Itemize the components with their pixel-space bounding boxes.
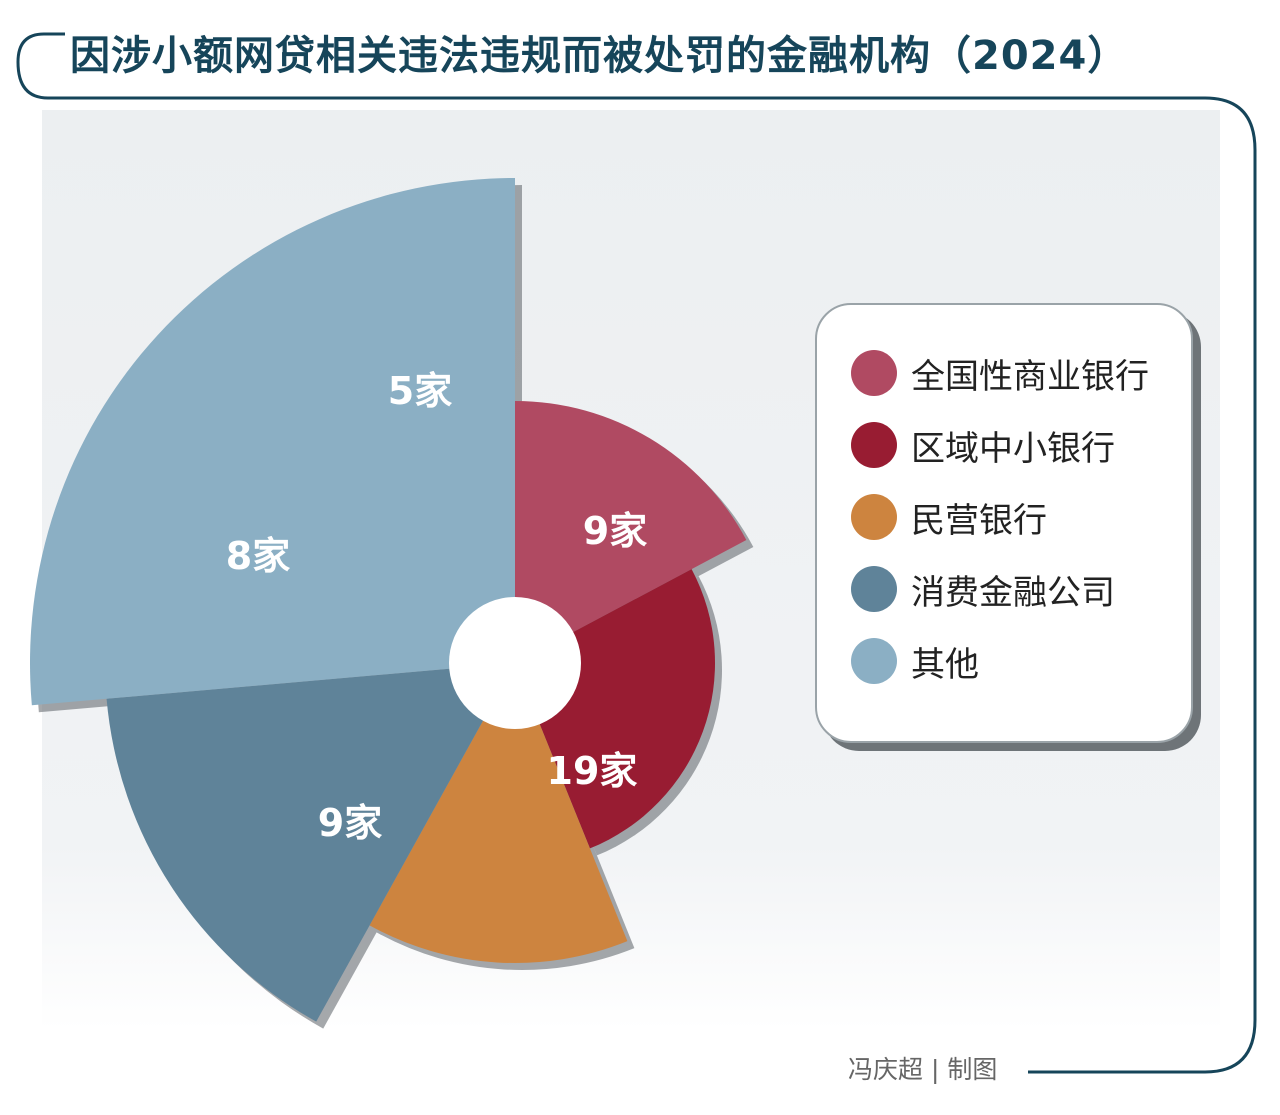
legend-item-regional-bank: 区域中小银行: [851, 417, 1115, 473]
chart-title: 因涉小额网贷相关违法违规而被处罚的金融机构（2024）: [70, 33, 1129, 79]
slice-consumer-finance: [106, 663, 515, 1022]
legend-swatch: [851, 350, 897, 396]
legend: 全国性商业银行 区域中小银行 民营银行 消费金融公司 其他: [815, 303, 1193, 743]
slice-national-bank: [515, 401, 747, 663]
slice-other: [29, 178, 515, 706]
legend-label: 区域中小银行: [911, 428, 1115, 469]
slice-other-label: 5家: [388, 369, 452, 413]
legend-item-other: 其他: [851, 633, 979, 689]
slice-private-bank-label: 9家: [318, 801, 382, 845]
legend-label: 其他: [911, 644, 979, 685]
legend-item-national-bank: 全国性商业银行: [851, 345, 1149, 401]
legend-swatch: [851, 494, 897, 540]
credit-text: 冯庆超 | 制图: [848, 1055, 998, 1084]
legend-item-private-bank: 民营银行: [851, 489, 1047, 545]
center-hole: [449, 597, 581, 729]
slice-national-bank-label: 9家: [583, 509, 647, 553]
legend-label: 民营银行: [911, 500, 1047, 541]
slice-regional-bank-label: 19家: [547, 749, 638, 793]
legend-item-consumer-finance: 消费金融公司: [851, 561, 1115, 617]
legend-label: 消费金融公司: [911, 572, 1115, 613]
legend-swatch: [851, 638, 897, 684]
legend-swatch: [851, 422, 897, 468]
legend-swatch: [851, 566, 897, 612]
slice-consumer-finance-label: 8家: [226, 534, 290, 578]
legend-label: 全国性商业银行: [911, 356, 1149, 397]
slice-private-bank: [369, 663, 628, 963]
